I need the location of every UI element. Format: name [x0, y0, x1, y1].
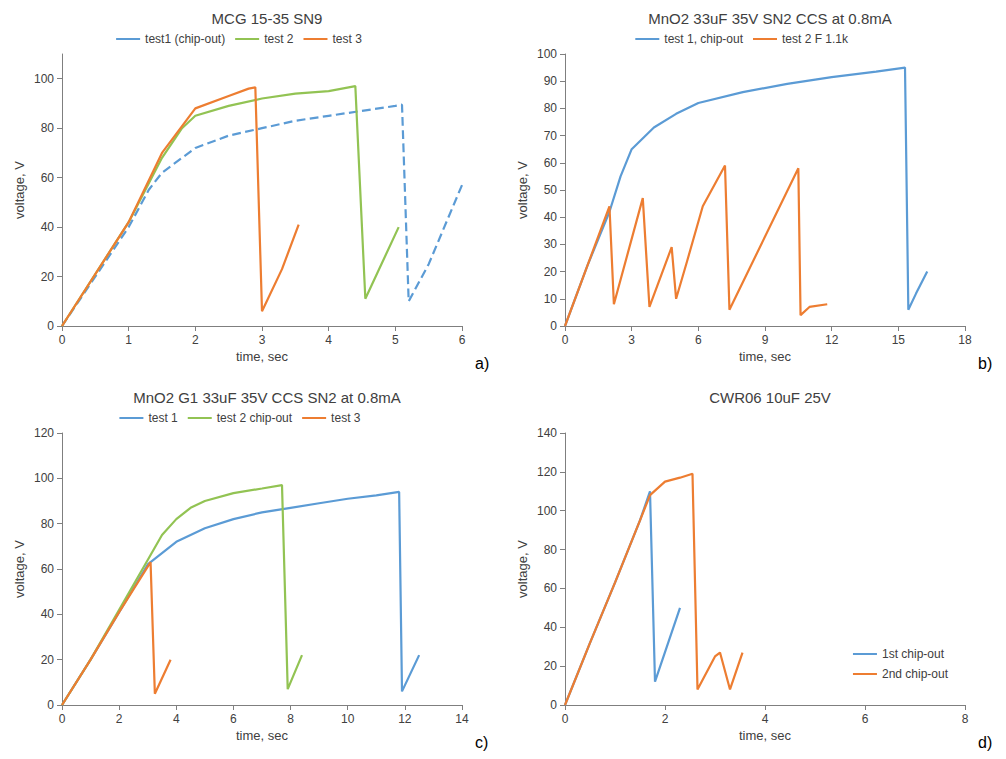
svg-text:1: 1 [125, 333, 132, 347]
svg-text:100: 100 [34, 471, 54, 485]
svg-text:6: 6 [862, 712, 869, 726]
svg-text:12: 12 [398, 712, 412, 726]
svg-text:test 2 F 1.1k: test 2 F 1.1k [782, 32, 849, 46]
svg-text:5: 5 [392, 333, 399, 347]
svg-text:20: 20 [41, 270, 55, 284]
svg-text:test 2 chip-out: test 2 chip-out [217, 411, 293, 425]
svg-text:100: 100 [34, 72, 54, 86]
svg-text:test 3: test 3 [332, 32, 362, 46]
svg-text:3: 3 [259, 333, 266, 347]
svg-text:0: 0 [59, 333, 66, 347]
svg-text:40: 40 [41, 220, 55, 234]
svg-text:0: 0 [47, 319, 54, 333]
svg-text:d): d) [978, 734, 992, 751]
svg-text:100: 100 [537, 47, 557, 61]
svg-text:time, sec: time, sec [739, 728, 792, 743]
svg-text:time, sec: time, sec [236, 349, 289, 364]
svg-text:80: 80 [41, 121, 55, 135]
svg-text:9: 9 [762, 333, 769, 347]
svg-text:80: 80 [544, 101, 558, 115]
svg-text:30: 30 [544, 237, 558, 251]
svg-text:18: 18 [958, 333, 972, 347]
svg-text:test 2: test 2 [264, 32, 294, 46]
svg-text:b): b) [978, 355, 992, 372]
svg-text:60: 60 [544, 581, 558, 595]
svg-text:1st chip-out: 1st chip-out [882, 647, 945, 661]
svg-text:test 3: test 3 [331, 411, 361, 425]
svg-text:120: 120 [537, 465, 557, 479]
svg-text:6: 6 [459, 333, 466, 347]
svg-text:MCG 15-35 SN9: MCG 15-35 SN9 [212, 10, 323, 27]
svg-text:time, sec: time, sec [236, 728, 289, 743]
svg-text:70: 70 [544, 129, 558, 143]
svg-text:MnO2 33uF 35V SN2 CCS at 0.8mA: MnO2 33uF 35V SN2 CCS at 0.8mA [648, 10, 891, 27]
svg-text:0: 0 [59, 712, 66, 726]
svg-text:2: 2 [192, 333, 199, 347]
svg-text:15: 15 [892, 333, 906, 347]
svg-text:60: 60 [544, 156, 558, 170]
svg-text:140: 140 [537, 426, 557, 440]
svg-text:voltage, V: voltage, V [12, 540, 27, 598]
svg-text:100: 100 [537, 504, 557, 518]
svg-text:0: 0 [550, 698, 557, 712]
svg-text:60: 60 [41, 562, 55, 576]
svg-text:test1 (chip-out): test1 (chip-out) [145, 32, 225, 46]
svg-text:test 1: test 1 [148, 411, 178, 425]
svg-text:CWR06 10uF 25V: CWR06 10uF 25V [709, 389, 831, 406]
svg-text:2nd chip-out: 2nd chip-out [882, 667, 949, 681]
svg-text:4: 4 [325, 333, 332, 347]
svg-text:voltage, V: voltage, V [12, 161, 27, 219]
svg-text:20: 20 [41, 653, 55, 667]
svg-text:voltage, V: voltage, V [515, 540, 530, 598]
svg-text:14: 14 [455, 712, 469, 726]
svg-text:c): c) [475, 734, 488, 751]
svg-text:test 1, chip-out: test 1, chip-out [664, 32, 743, 46]
svg-text:voltage, V: voltage, V [515, 161, 530, 219]
svg-text:40: 40 [544, 210, 558, 224]
svg-text:0: 0 [562, 333, 569, 347]
svg-text:8: 8 [287, 712, 294, 726]
svg-text:0: 0 [550, 319, 557, 333]
svg-text:40: 40 [544, 620, 558, 634]
svg-text:120: 120 [34, 426, 54, 440]
svg-text:80: 80 [544, 543, 558, 557]
svg-text:a): a) [475, 355, 489, 372]
svg-text:4: 4 [173, 712, 180, 726]
svg-text:10: 10 [341, 712, 355, 726]
svg-text:50: 50 [544, 183, 558, 197]
svg-text:2: 2 [116, 712, 123, 726]
svg-text:2: 2 [662, 712, 669, 726]
svg-text:4: 4 [762, 712, 769, 726]
svg-text:0: 0 [562, 712, 569, 726]
svg-text:time, sec: time, sec [739, 349, 792, 364]
svg-text:20: 20 [544, 265, 558, 279]
svg-text:8: 8 [962, 712, 969, 726]
svg-text:20: 20 [544, 659, 558, 673]
svg-text:6: 6 [230, 712, 237, 726]
svg-text:3: 3 [628, 333, 635, 347]
svg-text:6: 6 [695, 333, 702, 347]
svg-text:80: 80 [41, 517, 55, 531]
svg-text:40: 40 [41, 607, 55, 621]
svg-text:MnO2 G1 33uF 35V CCS SN2 at 0.: MnO2 G1 33uF 35V CCS SN2 at 0.8mA [133, 389, 401, 406]
svg-text:12: 12 [825, 333, 839, 347]
svg-text:90: 90 [544, 74, 558, 88]
svg-text:60: 60 [41, 171, 55, 185]
svg-text:0: 0 [47, 698, 54, 712]
svg-text:10: 10 [544, 292, 558, 306]
